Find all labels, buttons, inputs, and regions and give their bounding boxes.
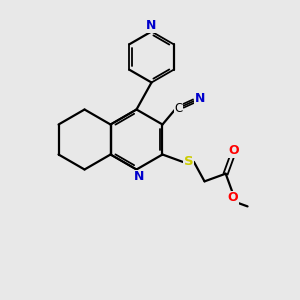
Text: N: N [195,92,206,105]
Text: O: O [227,191,238,204]
Text: C: C [175,102,183,115]
Text: S: S [184,155,194,168]
Text: N: N [146,19,157,32]
Text: N: N [134,170,145,184]
Text: O: O [228,144,238,157]
